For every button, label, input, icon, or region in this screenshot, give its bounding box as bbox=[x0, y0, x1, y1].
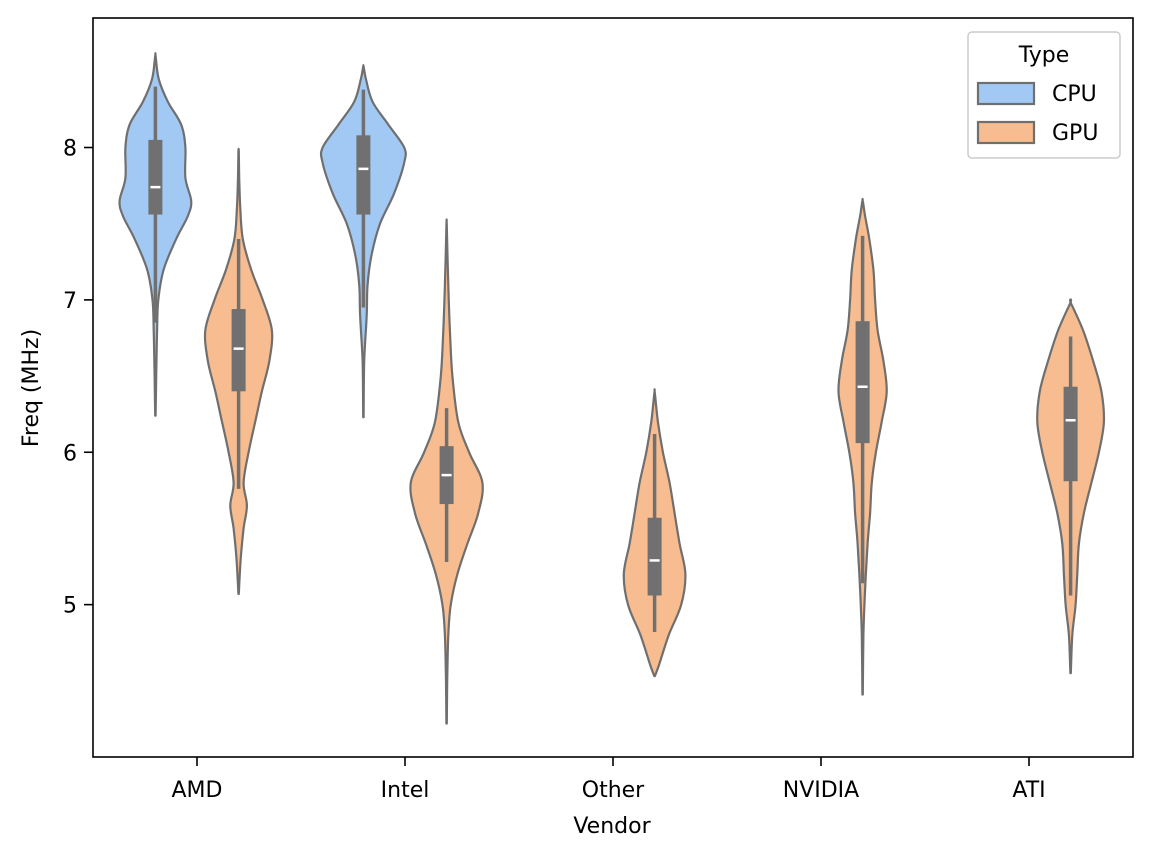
x-axis: AMD Intel Other NVIDIA ATI bbox=[172, 757, 1046, 803]
iqr-box-gpu-nvidia bbox=[855, 321, 870, 444]
iqr-box-gpu-other bbox=[647, 517, 662, 596]
x-tick-label-intel: Intel bbox=[381, 778, 430, 803]
y-axis: 5 6 7 8 bbox=[63, 137, 93, 619]
legend: Type CPU GPU bbox=[967, 31, 1121, 159]
y-axis-title: Freq (MHz) bbox=[19, 329, 44, 447]
y-tick-label-8: 8 bbox=[63, 137, 77, 162]
iqr-box-gpu-amd bbox=[231, 309, 246, 392]
x-tick-label-ati: ATI bbox=[1012, 778, 1045, 803]
legend-swatch-cpu bbox=[976, 81, 1036, 106]
x-axis-title: Vendor bbox=[573, 814, 651, 839]
legend-label-gpu: GPU bbox=[1052, 121, 1098, 146]
legend-swatch-gpu bbox=[976, 120, 1036, 145]
x-tick-label-amd: AMD bbox=[172, 778, 223, 803]
y-tick-label-7: 7 bbox=[63, 289, 77, 314]
violin-layer bbox=[118, 52, 1106, 725]
iqr-box-cpu-amd bbox=[148, 139, 163, 215]
legend-title: Type bbox=[1018, 43, 1070, 68]
y-tick-label-5: 5 bbox=[63, 594, 77, 619]
iqr-box-cpu-intel bbox=[356, 135, 371, 215]
legend-label-cpu: CPU bbox=[1052, 82, 1097, 107]
x-tick-label-nvidia: NVIDIA bbox=[783, 778, 859, 803]
iqr-box-gpu-ati bbox=[1063, 386, 1078, 482]
y-tick-label-6: 6 bbox=[63, 441, 77, 466]
x-tick-label-other: Other bbox=[582, 778, 645, 803]
